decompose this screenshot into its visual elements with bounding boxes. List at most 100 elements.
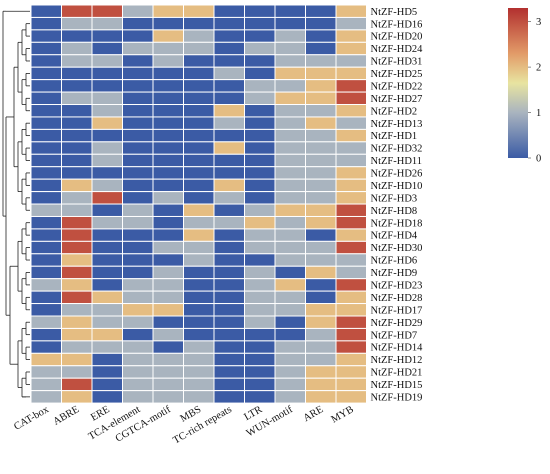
heatmap-cell bbox=[152, 16, 184, 31]
heatmap-cell bbox=[183, 303, 215, 317]
heatmap-cell bbox=[274, 104, 306, 118]
heatmap-cell bbox=[305, 16, 337, 31]
row-label: NtZF-HD6 bbox=[371, 256, 418, 267]
heatmap-cell bbox=[152, 91, 184, 106]
heatmap-cell bbox=[305, 54, 337, 68]
heatmap-cell bbox=[213, 128, 245, 143]
heatmap-cell bbox=[30, 79, 62, 93]
heatmap-cell bbox=[244, 340, 276, 354]
heatmap-cell bbox=[152, 327, 184, 342]
heatmap-cell bbox=[335, 116, 367, 130]
heatmap-cell bbox=[244, 315, 276, 329]
heatmap-cell bbox=[122, 141, 154, 155]
heatmap-cell bbox=[335, 29, 367, 43]
heatmap-cell bbox=[122, 365, 154, 379]
heatmap-cell bbox=[335, 91, 367, 106]
heatmap-cell bbox=[122, 4, 154, 18]
heatmap-cell bbox=[244, 16, 276, 31]
row-label: NtZF-HD13 bbox=[371, 119, 423, 130]
heatmap-cell bbox=[122, 166, 154, 180]
heatmap-cell bbox=[91, 327, 123, 342]
color-scale-legend: 0 1 2 3 bbox=[508, 8, 541, 165]
heatmap-cell bbox=[91, 191, 123, 205]
heatmap-cell bbox=[91, 4, 123, 18]
heatmap-cell bbox=[213, 327, 245, 342]
column-label: TC-rich repeats bbox=[171, 404, 233, 446]
row-label: NtZF-HD18 bbox=[371, 218, 423, 229]
row-label: NtZF-HD4 bbox=[371, 231, 418, 242]
heatmap-cell bbox=[61, 290, 93, 305]
heatmap-cell bbox=[91, 215, 123, 230]
heatmap-cell bbox=[305, 228, 337, 242]
heatmap-cell bbox=[305, 178, 337, 193]
heatmap-cell bbox=[30, 153, 62, 168]
row-label: NtZF-HD16 bbox=[371, 19, 423, 30]
heatmap-cell bbox=[91, 41, 123, 56]
heatmap-cell bbox=[30, 327, 62, 342]
heatmap-cell bbox=[61, 104, 93, 118]
row-label: NtZF-HD32 bbox=[371, 144, 423, 155]
heatmap-cell bbox=[183, 66, 215, 81]
heatmap-cell bbox=[61, 240, 93, 255]
heatmap-cell bbox=[91, 178, 123, 193]
heatmap-cell bbox=[274, 352, 306, 367]
heatmap-cell bbox=[274, 29, 306, 43]
heatmap-cell bbox=[152, 377, 184, 392]
heatmap-cell bbox=[30, 116, 62, 130]
heatmap-cell bbox=[91, 128, 123, 143]
heatmap-cell bbox=[274, 303, 306, 317]
heatmap-cell bbox=[91, 16, 123, 31]
heatmap-cell bbox=[91, 228, 123, 242]
heatmap-cell bbox=[122, 178, 154, 193]
heatmap-cell bbox=[335, 16, 367, 31]
heatmap-cell bbox=[91, 54, 123, 68]
heatmap-cell bbox=[122, 340, 154, 354]
heatmap-cell bbox=[183, 104, 215, 118]
heatmap-cell bbox=[305, 377, 337, 392]
heatmap-cell bbox=[61, 278, 93, 292]
heatmap-cell bbox=[91, 166, 123, 180]
heatmap-cell bbox=[213, 16, 245, 31]
row-label: NtZF-HD31 bbox=[371, 57, 423, 68]
heatmap-cell bbox=[335, 377, 367, 392]
heatmap-cell bbox=[122, 54, 154, 68]
row-label: NtZF-HD2 bbox=[371, 106, 418, 117]
heatmap-cell bbox=[152, 128, 184, 143]
heatmap-cell bbox=[183, 253, 215, 267]
heatmap-cell bbox=[244, 191, 276, 205]
heatmap-cell bbox=[183, 340, 215, 354]
heatmap-cell bbox=[122, 215, 154, 230]
heatmap-cell bbox=[30, 104, 62, 118]
heatmap-cell bbox=[152, 166, 184, 180]
heatmap-cell bbox=[213, 153, 245, 168]
heatmap-cell bbox=[274, 41, 306, 56]
row-label: NtZF-HD28 bbox=[371, 293, 423, 304]
heatmap-cell bbox=[91, 377, 123, 392]
heatmap-cell bbox=[152, 191, 184, 205]
heatmap-cell bbox=[213, 253, 245, 267]
heatmap-cell bbox=[213, 104, 245, 118]
heatmap-cell bbox=[305, 166, 337, 180]
heatmap-cell bbox=[305, 352, 337, 367]
heatmap-cell bbox=[152, 104, 184, 118]
heatmap-cell bbox=[152, 265, 184, 280]
row-label: NtZF-HD26 bbox=[371, 169, 423, 180]
heatmap-cell bbox=[91, 315, 123, 329]
heatmap-cell bbox=[335, 240, 367, 255]
heatmap-cell bbox=[335, 141, 367, 155]
heatmap-cell bbox=[91, 303, 123, 317]
heatmap-cell bbox=[335, 191, 367, 205]
heatmap-cell bbox=[305, 303, 337, 317]
heatmap-cell bbox=[213, 240, 245, 255]
heatmap-cell bbox=[61, 166, 93, 180]
row-label: NtZF-HD20 bbox=[371, 32, 423, 43]
heatmap-cell bbox=[335, 278, 367, 292]
row-label: NtZF-HD3 bbox=[371, 193, 418, 204]
heatmap-cell bbox=[244, 104, 276, 118]
heatmap-cell bbox=[274, 66, 306, 81]
heatmap-cell bbox=[244, 29, 276, 43]
heatmap-cell bbox=[213, 228, 245, 242]
heatmap-cell bbox=[61, 315, 93, 329]
heatmap-cell bbox=[91, 240, 123, 255]
heatmap-cell bbox=[213, 66, 245, 81]
